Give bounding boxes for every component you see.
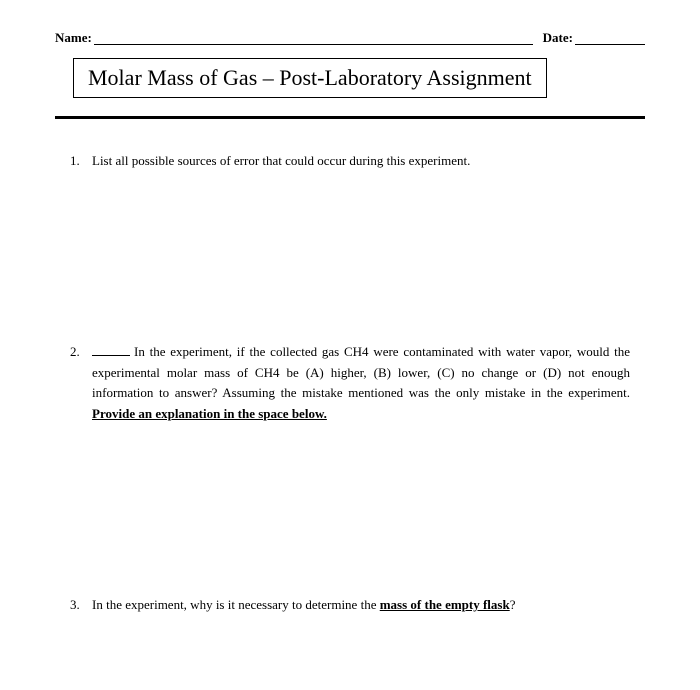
question-number: 1. bbox=[70, 151, 92, 172]
question-3: 3. In the experiment, why is it necessar… bbox=[70, 595, 630, 616]
question-text: In the experiment, if the collected gas … bbox=[92, 344, 630, 401]
name-input-line[interactable] bbox=[94, 30, 533, 45]
name-label: Name: bbox=[55, 30, 92, 46]
question-body: In the experiment, if the collected gas … bbox=[92, 342, 630, 425]
question-1: 1. List all possible sources of error th… bbox=[70, 151, 630, 172]
question-text: List all possible sources of error that … bbox=[92, 153, 470, 168]
question-text-before: In the experiment, why is it necessary t… bbox=[92, 597, 380, 612]
question-number: 2. bbox=[70, 342, 92, 425]
section-divider bbox=[55, 116, 645, 119]
header-line: Name: Date: bbox=[55, 30, 645, 46]
question-2: 2. In the experiment, if the collected g… bbox=[70, 342, 630, 425]
worksheet-page: Name: Date: Molar Mass of Gas – Post-Lab… bbox=[0, 0, 700, 646]
question-text-after: ? bbox=[510, 597, 516, 612]
question-emphasis: mass of the empty flask bbox=[380, 597, 510, 612]
questions-list: 1. List all possible sources of error th… bbox=[55, 151, 645, 616]
date-input-line[interactable] bbox=[575, 30, 645, 45]
date-label: Date: bbox=[543, 30, 573, 46]
page-title: Molar Mass of Gas – Post-Laboratory Assi… bbox=[88, 65, 532, 90]
question-number: 3. bbox=[70, 595, 92, 616]
answer-blank[interactable] bbox=[92, 355, 130, 356]
title-box: Molar Mass of Gas – Post-Laboratory Assi… bbox=[73, 58, 547, 98]
question-body: In the experiment, why is it necessary t… bbox=[92, 595, 630, 616]
question-body: List all possible sources of error that … bbox=[92, 151, 630, 172]
question-emphasis: Provide an explanation in the space belo… bbox=[92, 406, 327, 421]
